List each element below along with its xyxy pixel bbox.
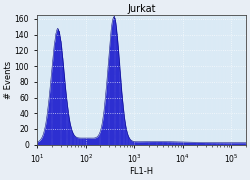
- Y-axis label: # Events: # Events: [4, 61, 13, 99]
- Title: Jurkat: Jurkat: [127, 4, 156, 14]
- X-axis label: FL1-H: FL1-H: [130, 167, 154, 176]
